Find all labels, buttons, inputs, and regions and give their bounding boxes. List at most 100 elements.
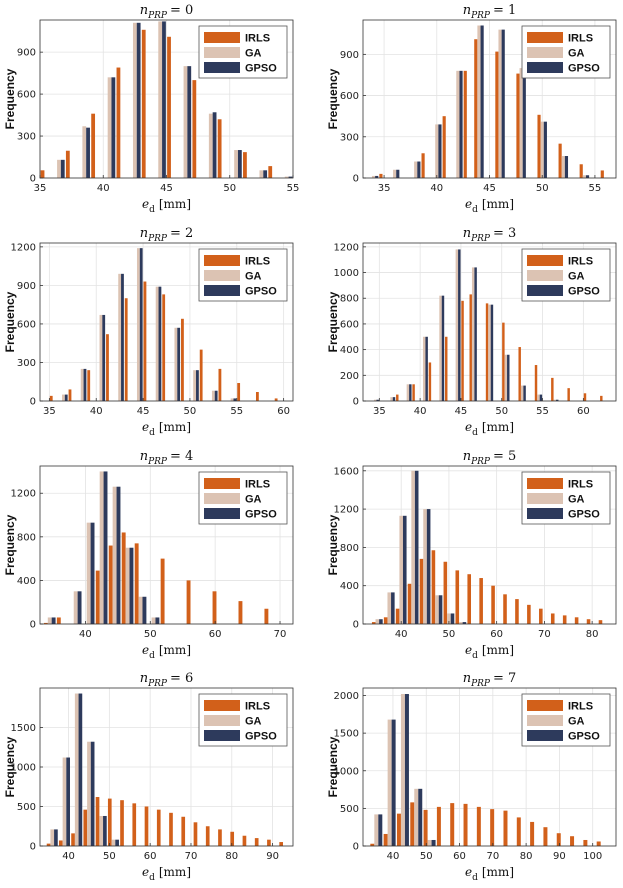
bar-gpso [414, 470, 419, 624]
chart-title: nPRP = 7 [463, 671, 517, 689]
legend-swatch-ga [204, 47, 240, 58]
y-tick-label: 1200 [11, 489, 36, 500]
bar-gpso [523, 385, 526, 401]
bar-ga [99, 471, 104, 624]
bar-irls [428, 362, 432, 401]
x-label-unit: [mm] [482, 643, 514, 657]
y-tick-label: 0 [30, 620, 36, 631]
bar-irls [395, 608, 400, 624]
bar-irls [562, 615, 567, 624]
bar-irls [43, 622, 48, 624]
y-tick-label: 0 [353, 397, 359, 408]
title-value: = 0 [170, 3, 193, 18]
bar-ga [439, 295, 442, 401]
bar-irls [143, 281, 147, 401]
axes-box [39, 465, 294, 625]
bar-ga [73, 591, 78, 624]
bar-ga [375, 619, 380, 624]
bar-irls [598, 620, 603, 624]
y-tick-label: 600 [340, 91, 359, 102]
bar-ga [411, 470, 415, 624]
bar-irls [551, 377, 554, 401]
bar-gpso [462, 622, 467, 624]
bar-ga [561, 156, 565, 178]
bar-ga [99, 314, 103, 401]
bar-gpso [490, 304, 494, 401]
title-sub: PRP [147, 679, 168, 689]
bar-ga [112, 486, 117, 624]
bar-irls [237, 383, 241, 401]
bar-irls [583, 839, 588, 846]
bar-irls [371, 622, 376, 624]
bar-irls [463, 803, 468, 846]
title-var: n [140, 226, 148, 241]
bar-irls [558, 143, 562, 178]
bar-gpso [396, 169, 400, 178]
legend-label-irls: IRLS [245, 479, 270, 491]
legend-label-gpso: GPSO [568, 63, 600, 75]
bar-irls [485, 303, 489, 401]
legend: IRLS GA GPSO [198, 471, 288, 525]
bar-gpso [404, 694, 409, 846]
bar-gpso [556, 399, 559, 401]
x-tick-label: 70 [274, 629, 287, 640]
bar-irls [181, 816, 186, 846]
chart-title: nPRP = 3 [463, 226, 517, 244]
bar-irls [192, 80, 197, 178]
bar-ga [387, 719, 392, 846]
bar-irls [144, 806, 149, 846]
y-tick-label: 1200 [334, 505, 359, 516]
bar-irls [71, 833, 75, 846]
bar-ga [183, 66, 188, 178]
bar-ga [107, 77, 112, 178]
y-axis-label: Frequency [326, 68, 340, 129]
bar-irls [379, 173, 383, 178]
bar-irls [423, 809, 428, 846]
y-tick-label: 0 [353, 620, 359, 631]
bar-irls [586, 619, 591, 624]
x-tick-label: 55 [230, 406, 243, 417]
x-tick-label: 60 [453, 851, 466, 862]
bar-irls [443, 561, 448, 624]
bar-gpso [212, 112, 217, 178]
legend-swatch-irls [527, 32, 563, 43]
y-tick-label: 0 [353, 842, 359, 853]
bar-gpso [431, 839, 436, 846]
x-tick-label: 45 [160, 183, 173, 194]
y-tick-label: 300 [17, 358, 36, 369]
bar-irls [205, 826, 210, 846]
bar-irls [570, 836, 575, 846]
bar-gpso [263, 170, 268, 178]
bar-irls [87, 370, 91, 401]
x-tick-label: 40 [414, 406, 427, 417]
x-tick-label: 80 [520, 851, 533, 862]
legend-label-ga: GA [568, 48, 585, 60]
legend-label-gpso: GPSO [245, 286, 277, 298]
bar-ga [435, 595, 439, 624]
bar-gpso [539, 394, 543, 401]
bar-ga [374, 814, 379, 846]
bar-gpso [90, 741, 95, 846]
legend-label-ga: GA [245, 271, 262, 283]
bar-ga [62, 394, 65, 401]
x-axis-label: ed [mm] [465, 420, 514, 438]
bar-gpso [60, 159, 65, 178]
bar-ga [471, 267, 475, 401]
chart-panel-4: 40 50 60 70 0 400 800 1200 Frequency ed [mm] nPRP = … [3, 449, 294, 661]
bar-irls [543, 827, 548, 846]
bar-irls [167, 36, 171, 178]
x-label-var: e [465, 197, 472, 211]
bar-irls [267, 839, 271, 846]
bar-irls [431, 550, 436, 624]
legend: IRLS GA GPSO [198, 248, 288, 302]
bar-gpso [142, 596, 147, 624]
bar-irls [254, 838, 259, 846]
bar-gpso [392, 397, 396, 401]
legend-swatch-gpso [527, 62, 563, 73]
y-axis-label: Frequency [3, 736, 17, 797]
x-axis-label: ed [mm] [142, 420, 191, 438]
bar-gpso [480, 25, 484, 178]
legend: IRLS GA GPSO [521, 248, 611, 302]
